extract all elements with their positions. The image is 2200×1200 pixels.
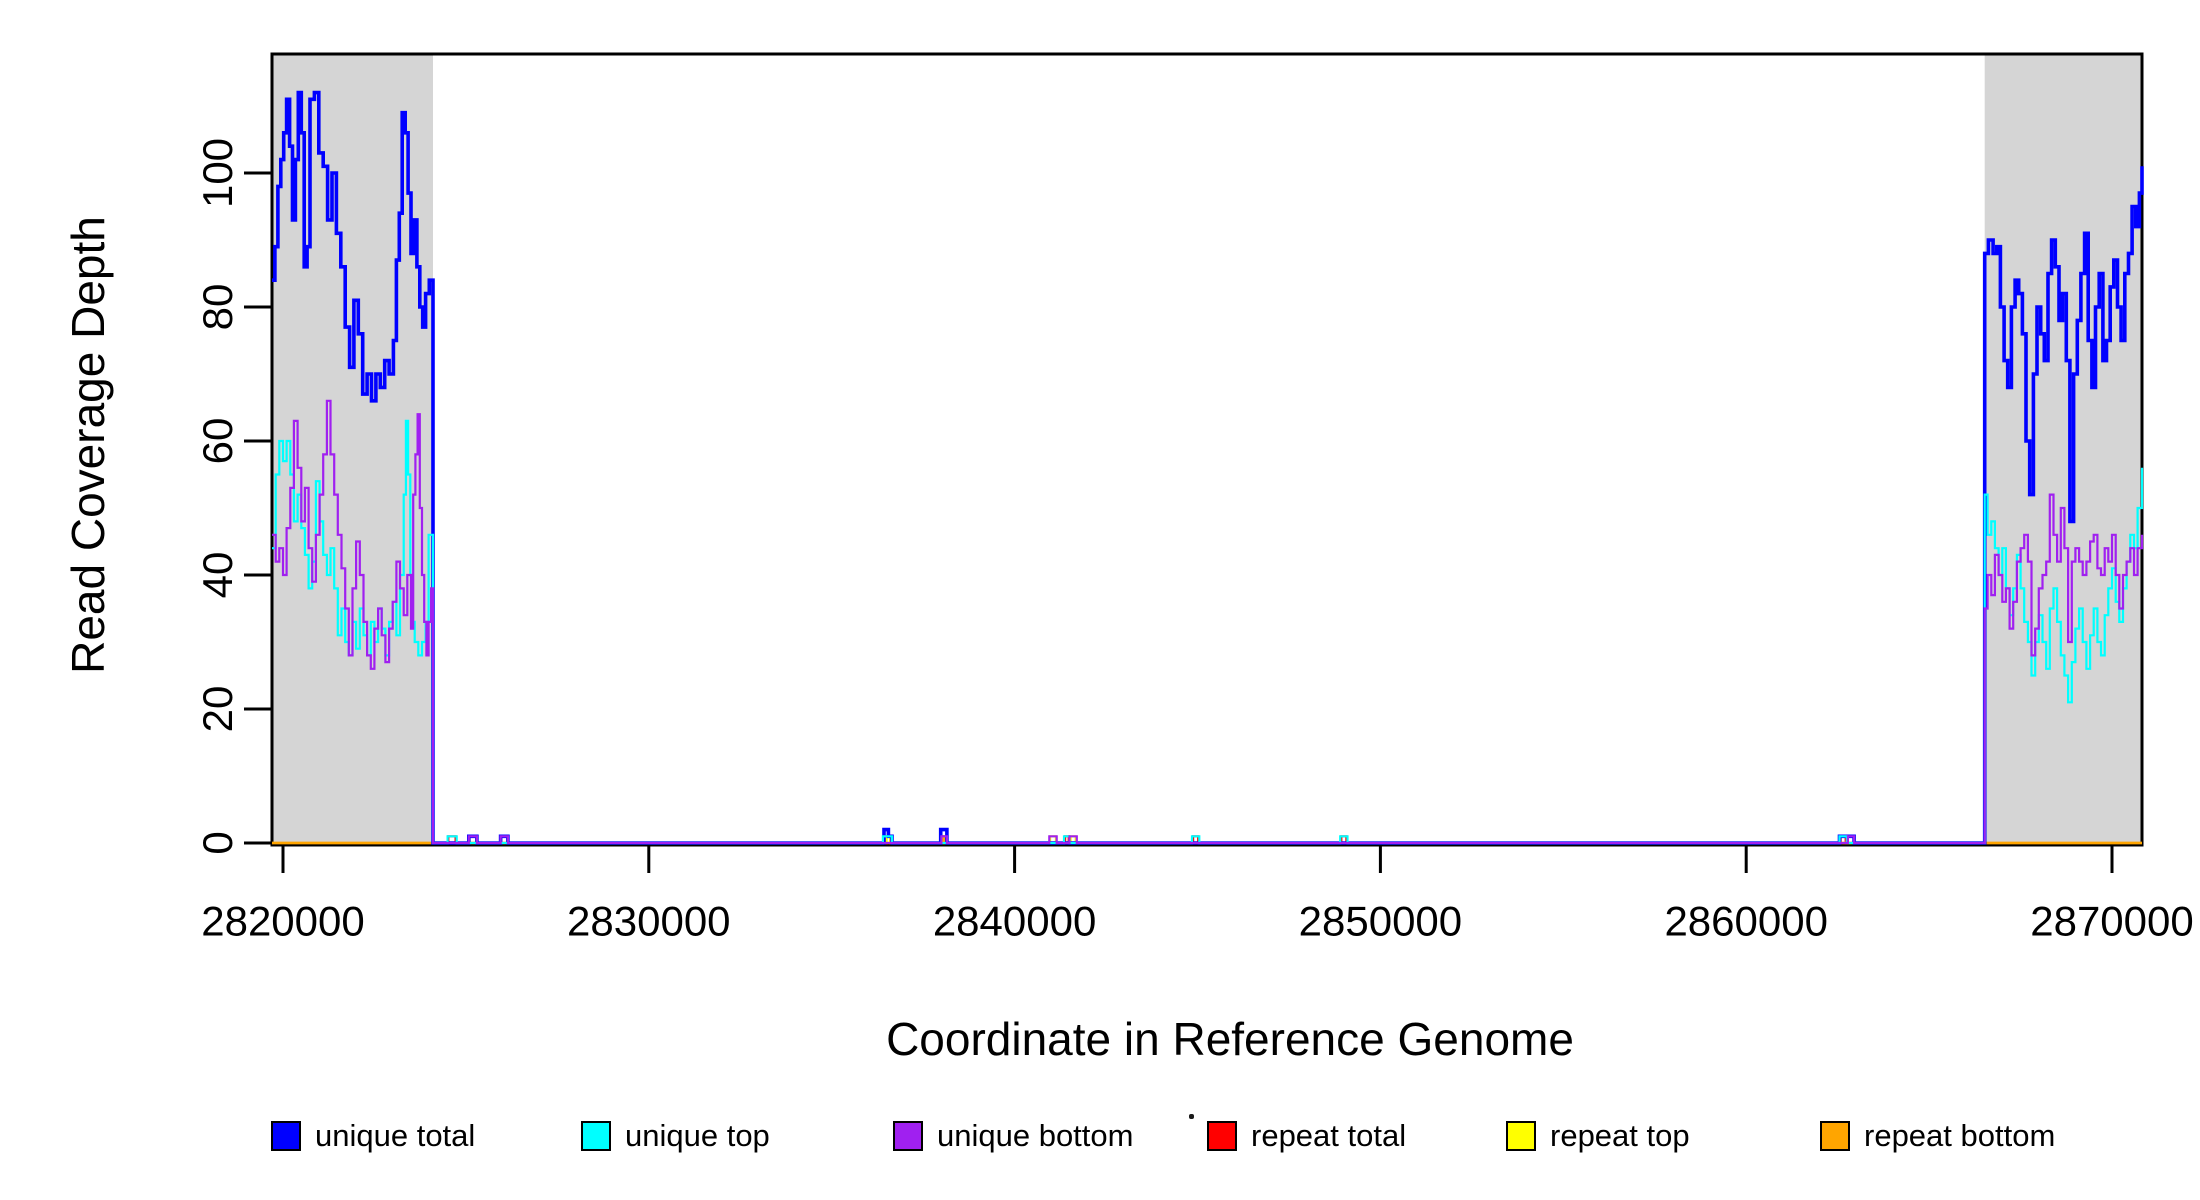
y-axis-title: Read Coverage Depth: [62, 216, 114, 674]
x-axis-title: Coordinate in Reference Genome: [886, 1013, 1574, 1065]
x-tick-label: 2870000: [2030, 897, 2194, 944]
x-tick-label: 2820000: [201, 897, 365, 944]
y-tick-label: 100: [194, 138, 241, 208]
stray-dot-artifact: [1189, 1114, 1194, 1119]
x-tick-label: 2830000: [567, 897, 731, 944]
y-tick-label: 20: [194, 686, 241, 733]
x-tick-label: 2840000: [933, 897, 1097, 944]
plot-border: [270, 52, 2144, 847]
y-tick-label: 40: [194, 552, 241, 599]
series-unique-top: [272, 419, 2144, 845]
series-unique-bottom: [272, 399, 2144, 845]
x-tick-label: 2850000: [1299, 897, 1463, 944]
y-tick-label: 60: [194, 418, 241, 465]
series-unique-total: [272, 90, 2144, 845]
y-tick-label: 80: [194, 284, 241, 331]
y-tick-label: 0: [194, 831, 241, 854]
highlight-region: [1984, 54, 2142, 845]
x-tick-label: 2860000: [1664, 897, 1828, 944]
